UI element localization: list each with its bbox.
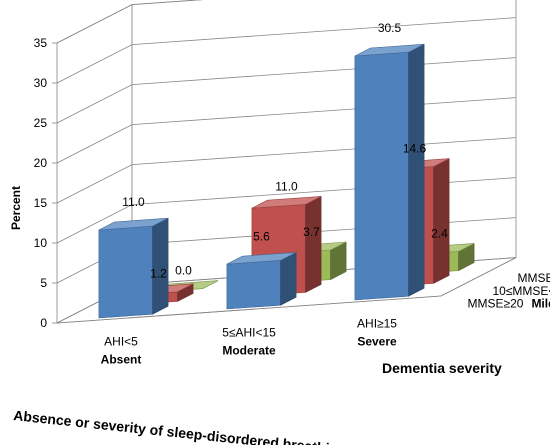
data-label: 11.0 [122, 195, 145, 209]
data-label: 1.2 [150, 267, 167, 281]
y-tick-label: 0 [40, 316, 47, 330]
bar-front [98, 225, 153, 319]
z-series-name: MMSE<10 [518, 271, 550, 285]
z-series-name: 10≤MMSE<20 [493, 284, 550, 298]
y-tick-label: 5 [40, 276, 47, 290]
y-tick-label: 10 [34, 236, 48, 250]
z-axis-line [440, 257, 517, 297]
y-tick-label: 20 [34, 156, 48, 170]
back-wall [131, 0, 517, 286]
bar-front [226, 260, 281, 310]
bar-0-2 [354, 43, 425, 301]
bar-0-0 [98, 217, 169, 319]
data-label: 30.5 [378, 21, 402, 35]
x-category-sublabel: Absent [101, 353, 142, 367]
z-series-label: MMSE≥20 Mild [468, 297, 550, 311]
bars [98, 43, 475, 319]
gridline [56, 17, 517, 84]
z-series-name: MMSE≥20 [468, 297, 524, 311]
bar-front [354, 51, 409, 301]
y-axis-title: Percent [9, 186, 23, 230]
x-category-label: 5≤AHI<15 [222, 326, 276, 340]
bar-top [98, 217, 169, 231]
x-category-label: AHI<5 [104, 335, 138, 349]
x-axis-title: Absence or severity of sleep-disordered … [13, 407, 347, 445]
data-label: 3.7 [303, 225, 320, 239]
y-tick-label: 15 [34, 196, 48, 210]
data-label: 14.6 [403, 142, 427, 156]
bar-side [305, 195, 322, 293]
data-label: 0.0 [175, 264, 192, 278]
bar-top [251, 196, 322, 209]
bar-side [433, 158, 450, 284]
z-series-label: MMSE<10Severe [518, 271, 550, 285]
z-series-label: 10≤MMSE<20Moderate [493, 284, 550, 298]
bar-0-1 [226, 251, 297, 310]
bar-side [408, 43, 425, 297]
y-tick-label: 35 [34, 36, 48, 50]
gridline [56, 0, 204, 44]
bar-top [226, 252, 297, 265]
data-label: 11.0 [275, 179, 298, 193]
data-label: 5.6 [253, 229, 270, 243]
y-tick-label: 25 [34, 116, 48, 130]
z-series-sublabel: Mild [531, 297, 550, 311]
bar-side [280, 251, 297, 306]
data-label: 2.4 [431, 226, 448, 240]
x-category-label: AHI≥15 [357, 317, 397, 331]
x-category-sublabel: Severe [357, 335, 397, 349]
y-tick-label: 30 [34, 76, 48, 90]
x-axis-line [56, 295, 442, 324]
bar-top [354, 43, 425, 57]
z-axis-title: Dementia severity [382, 360, 502, 376]
x-category-sublabel: Moderate [222, 344, 276, 358]
